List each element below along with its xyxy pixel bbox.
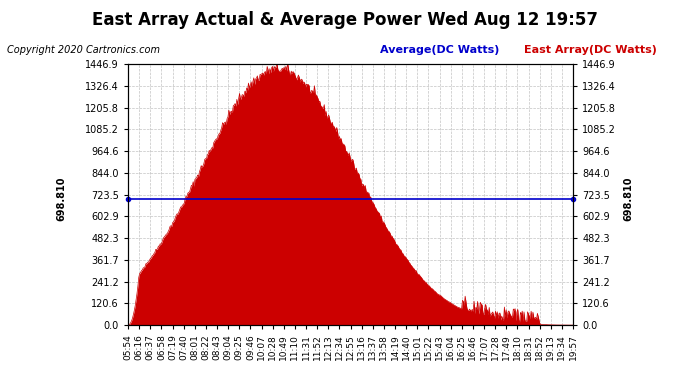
Text: Copyright 2020 Cartronics.com: Copyright 2020 Cartronics.com <box>7 45 160 55</box>
Text: East Array(DC Watts): East Array(DC Watts) <box>524 45 658 55</box>
Text: East Array Actual & Average Power Wed Aug 12 19:57: East Array Actual & Average Power Wed Au… <box>92 11 598 29</box>
Text: Average(DC Watts): Average(DC Watts) <box>380 45 499 55</box>
Text: 698.810: 698.810 <box>624 177 633 221</box>
Text: 698.810: 698.810 <box>57 177 66 221</box>
